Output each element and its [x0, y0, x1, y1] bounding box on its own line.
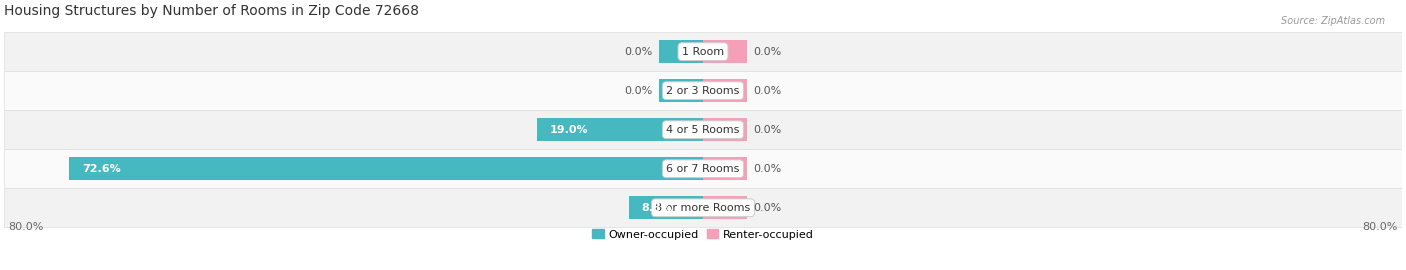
Bar	[703, 196, 747, 220]
Text: 0.0%: 0.0%	[754, 86, 782, 96]
Bar	[69, 157, 703, 180]
Bar	[4, 32, 1402, 71]
Bar	[659, 79, 703, 102]
Bar	[4, 110, 1402, 149]
Text: 0.0%: 0.0%	[754, 47, 782, 57]
Text: 80.0%: 80.0%	[8, 222, 44, 232]
Bar	[703, 79, 747, 102]
Text: 0.0%: 0.0%	[624, 47, 652, 57]
Text: 4 or 5 Rooms: 4 or 5 Rooms	[666, 125, 740, 135]
Text: 0.0%: 0.0%	[754, 164, 782, 174]
Bar	[4, 149, 1402, 188]
Bar	[659, 40, 703, 63]
Text: 1 Room: 1 Room	[682, 47, 724, 57]
Bar	[703, 40, 747, 63]
Text: 0.0%: 0.0%	[754, 203, 782, 213]
Legend: Owner-occupied, Renter-occupied: Owner-occupied, Renter-occupied	[588, 225, 818, 244]
Text: 8 or more Rooms: 8 or more Rooms	[655, 203, 751, 213]
Text: 80.0%: 80.0%	[1362, 222, 1398, 232]
Bar	[4, 71, 1402, 110]
Bar	[703, 118, 747, 141]
Text: 2 or 3 Rooms: 2 or 3 Rooms	[666, 86, 740, 96]
Text: Source: ZipAtlas.com: Source: ZipAtlas.com	[1281, 16, 1385, 26]
Text: 19.0%: 19.0%	[550, 125, 589, 135]
Text: 0.0%: 0.0%	[754, 125, 782, 135]
Bar	[537, 118, 703, 141]
Text: 6 or 7 Rooms: 6 or 7 Rooms	[666, 164, 740, 174]
Bar	[703, 157, 747, 180]
Bar	[4, 188, 1402, 227]
Text: 72.6%: 72.6%	[82, 164, 121, 174]
Bar	[628, 196, 703, 220]
Text: 8.5%: 8.5%	[643, 203, 672, 213]
Text: Housing Structures by Number of Rooms in Zip Code 72668: Housing Structures by Number of Rooms in…	[4, 4, 419, 18]
Text: 0.0%: 0.0%	[624, 86, 652, 96]
